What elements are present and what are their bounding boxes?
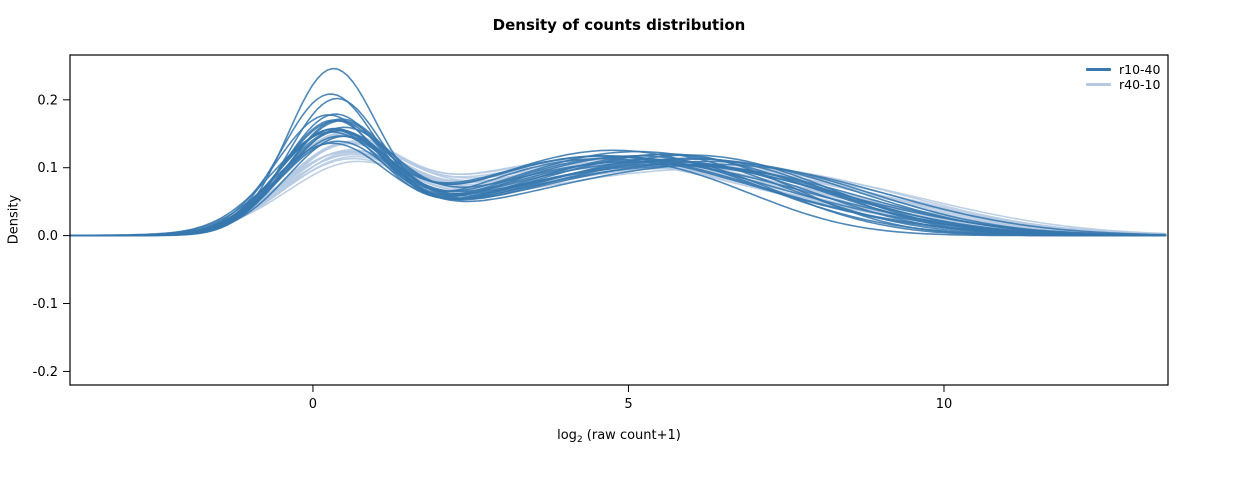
x-axis-label-subscript: 2 <box>576 435 583 445</box>
x-axis-label-prefix: log <box>557 428 577 443</box>
x-tick-label: 5 <box>624 397 632 412</box>
x-axis-label-suffix: (raw count+1) <box>582 428 681 443</box>
legend-row-r10-40: r10-40 <box>1086 62 1160 77</box>
density-curve-r10-40 <box>70 126 1167 237</box>
y-tick-label: 0.2 <box>37 93 58 108</box>
x-tick-label: 0 <box>309 397 317 412</box>
legend-label: r10-40 <box>1119 62 1161 77</box>
legend-swatch <box>1086 68 1111 71</box>
legend: r10-40 r40-10 <box>1086 62 1160 92</box>
y-tick-label: -0.1 <box>33 297 58 312</box>
x-tick-label: 10 <box>936 397 953 412</box>
chart-title: Density of counts distribution <box>492 16 746 34</box>
plot-border <box>69 54 1169 386</box>
y-tick-label: -0.2 <box>33 365 58 380</box>
y-axis-label: Density <box>6 194 22 245</box>
density-curve-r10-40 <box>70 129 1167 237</box>
curves-layer <box>70 67 1167 237</box>
x-axis-label: log2 (raw count+1) <box>0 428 1238 445</box>
y-tick-label: 0.0 <box>37 229 58 244</box>
density-curve-r10-40 <box>70 128 1167 237</box>
y-tick-label: 0.1 <box>37 161 58 176</box>
legend-label: r40-10 <box>1119 77 1161 92</box>
legend-row-r40-10: r40-10 <box>1086 77 1160 92</box>
legend-swatch <box>1086 83 1111 86</box>
